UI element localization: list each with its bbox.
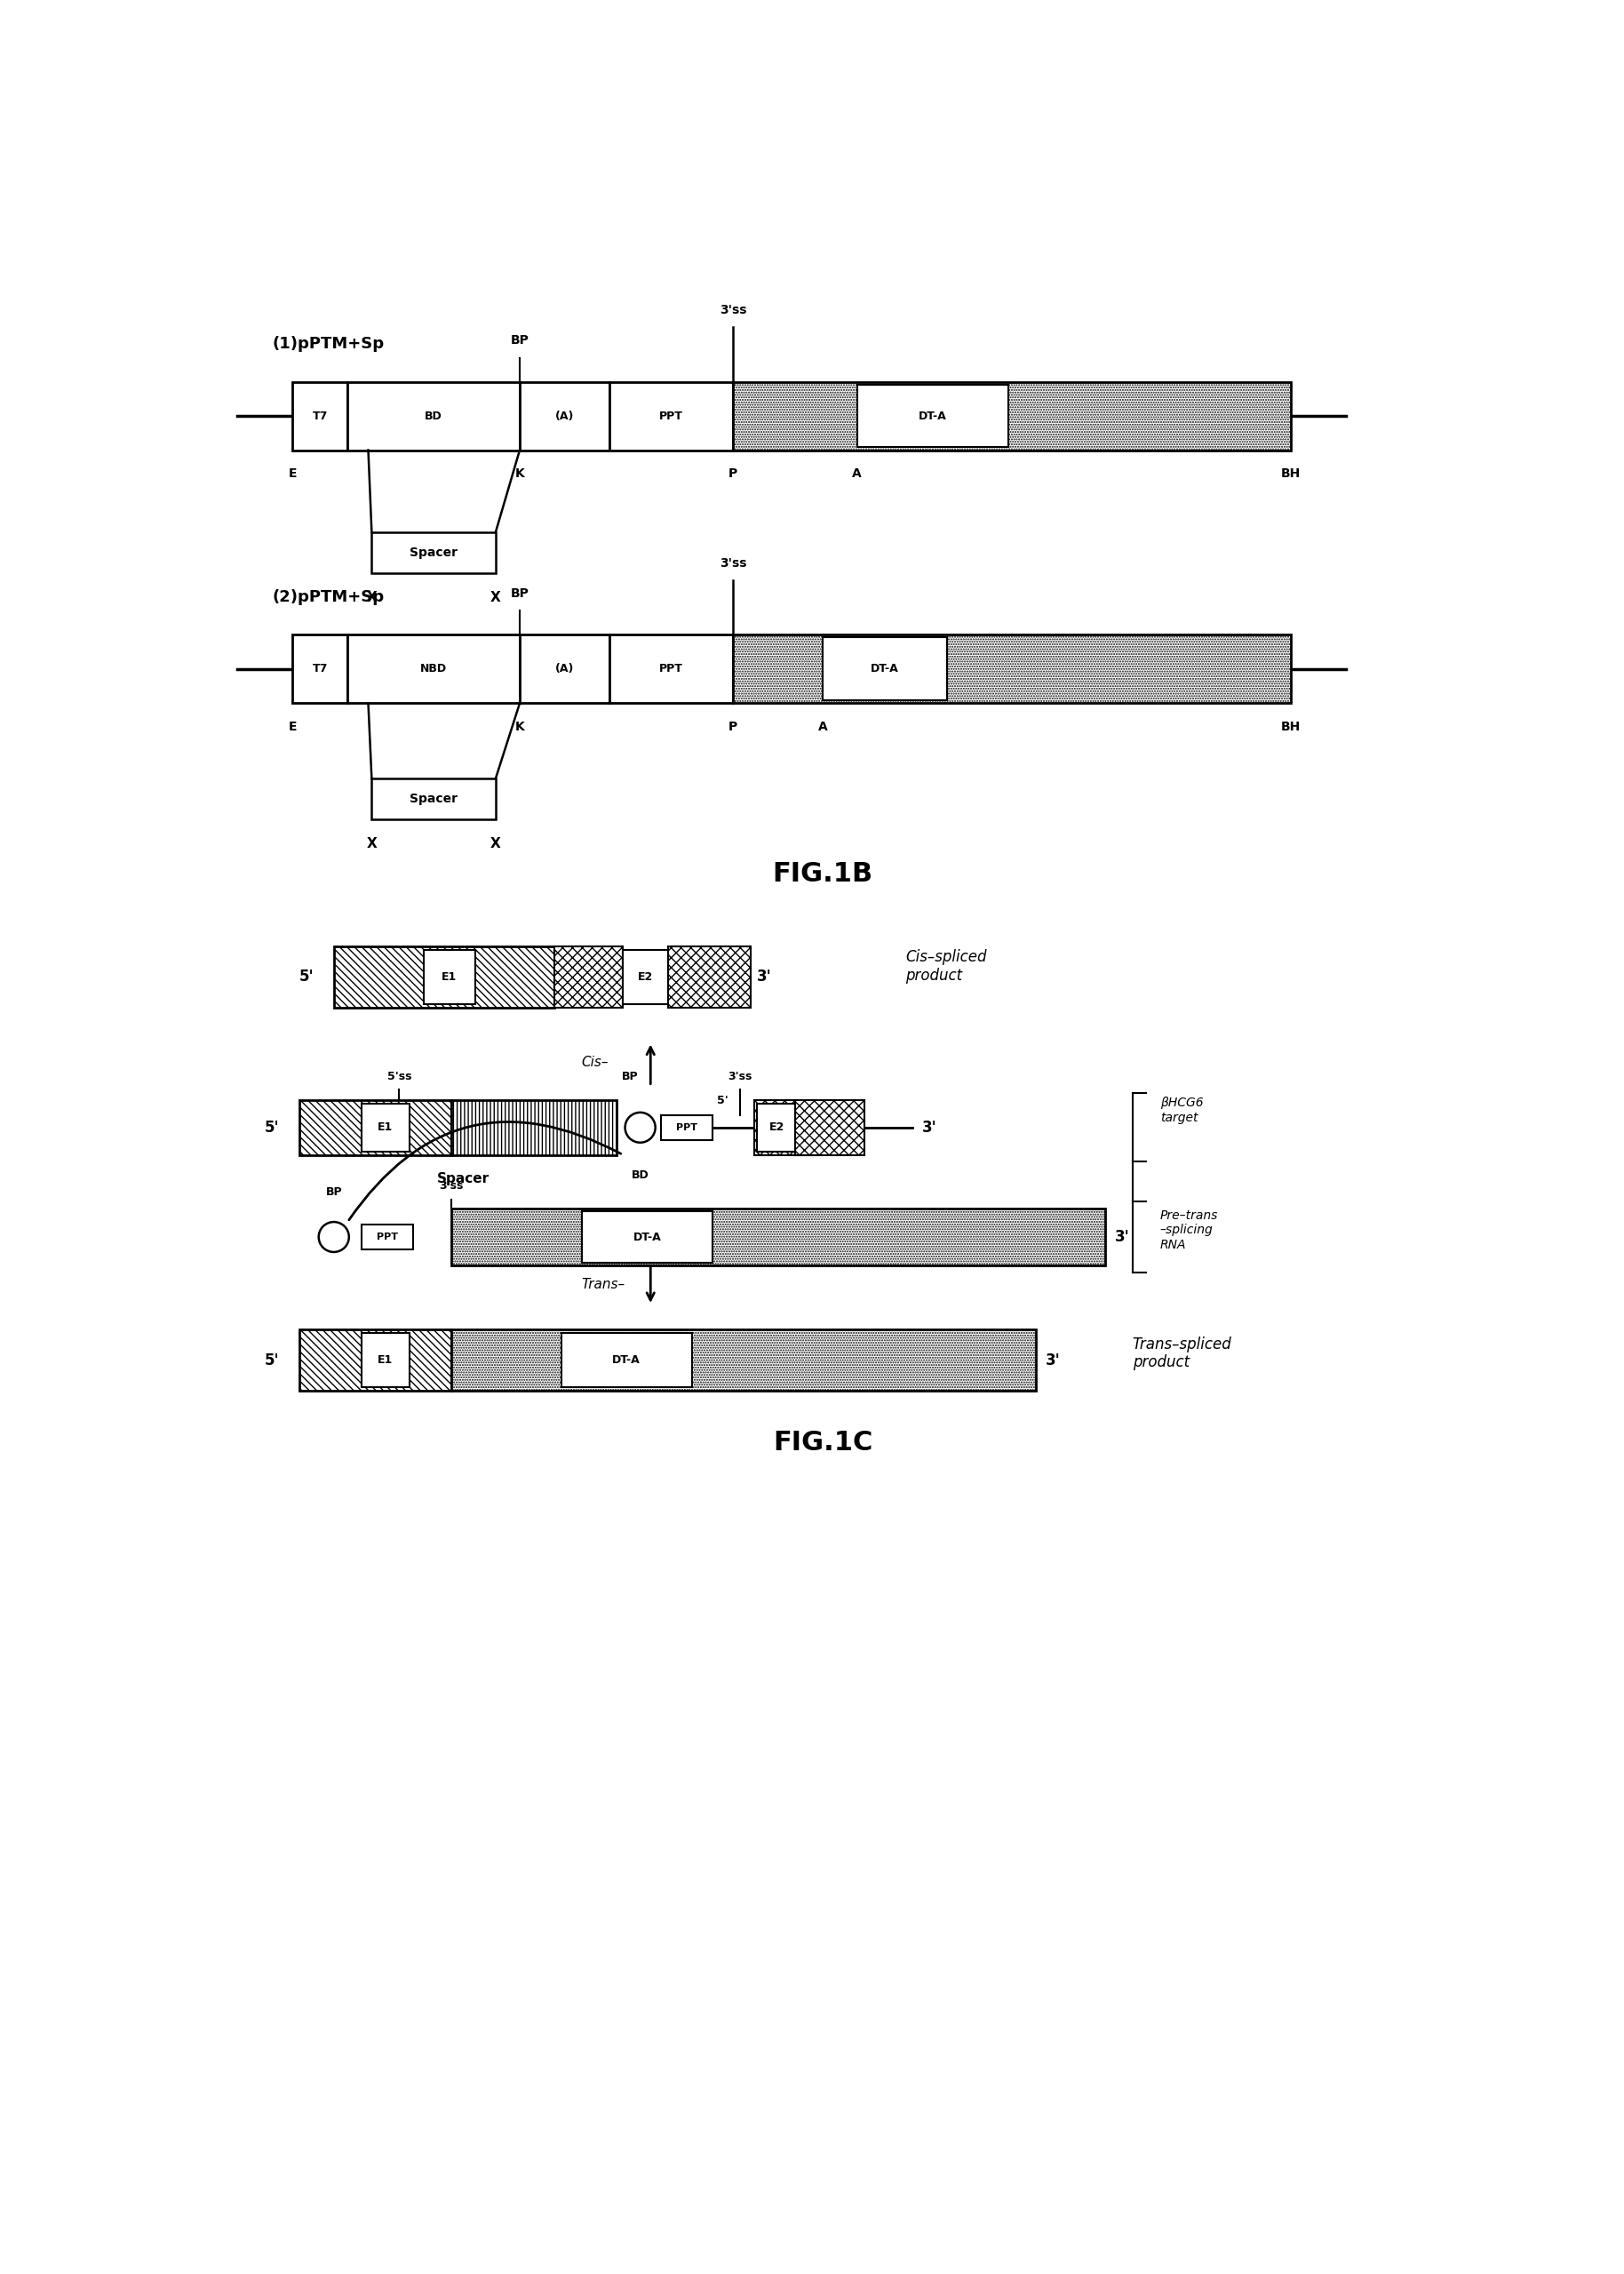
Bar (554, 946, 624, 1007)
Text: E: E (289, 721, 297, 735)
Text: T7: T7 (312, 409, 328, 421)
Text: X: X (367, 837, 377, 850)
Text: BP: BP (510, 334, 529, 348)
Text: Spacer: Spacer (409, 546, 458, 559)
Text: 3': 3' (757, 969, 771, 985)
Bar (451, 1207, 1104, 1267)
Text: DT-A: DT-A (633, 1230, 661, 1244)
Text: Spacer: Spacer (409, 794, 458, 805)
Text: BP: BP (325, 1187, 343, 1198)
Text: DT-A: DT-A (612, 1355, 640, 1367)
Bar (451, 1330, 1036, 1392)
Text: BD: BD (632, 1169, 650, 1180)
Bar (372, 532, 495, 573)
Bar (362, 1103, 409, 1151)
Bar (732, 634, 1291, 703)
Text: 3': 3' (922, 1119, 937, 1135)
Text: FIG.1B: FIG.1B (773, 862, 874, 887)
Text: BP: BP (622, 1071, 638, 1082)
Text: 3'ss: 3'ss (719, 305, 747, 316)
Text: 5': 5' (265, 1119, 279, 1135)
Text: Trans–: Trans– (581, 1278, 625, 1292)
Bar (796, 1101, 864, 1155)
Bar (362, 1333, 409, 1387)
Text: 5': 5' (718, 1094, 729, 1105)
Text: DT-A: DT-A (870, 664, 898, 675)
Bar (581, 1212, 713, 1262)
Bar (299, 1330, 451, 1392)
FancyArrowPatch shape (349, 1121, 620, 1219)
Text: E1: E1 (378, 1355, 393, 1367)
Text: A: A (818, 721, 828, 735)
Bar (520, 382, 609, 450)
Text: P: P (729, 468, 737, 480)
Bar (451, 1101, 615, 1155)
Text: Spacer: Spacer (437, 1171, 489, 1185)
Text: P: P (729, 721, 737, 735)
Bar (292, 634, 348, 703)
Text: Trans–spliced
product: Trans–spliced product (1132, 1337, 1231, 1371)
Text: E1: E1 (378, 1121, 393, 1132)
Text: PPT: PPT (377, 1233, 398, 1242)
Bar (335, 946, 554, 1007)
Text: Cis–spliced
product: Cis–spliced product (905, 951, 986, 985)
Text: BH: BH (1281, 721, 1301, 735)
Text: PPT: PPT (659, 409, 684, 421)
Bar (560, 1333, 692, 1387)
Bar (292, 382, 348, 450)
Bar (754, 1101, 815, 1155)
Text: (A): (A) (555, 409, 573, 421)
Text: βHCG6
target: βHCG6 target (1160, 1096, 1203, 1123)
Text: T7: T7 (312, 664, 328, 675)
Text: E2: E2 (638, 971, 653, 982)
Text: E2: E2 (768, 1121, 784, 1132)
Text: 3': 3' (1046, 1353, 1060, 1369)
Text: X: X (490, 837, 500, 850)
Text: 3'ss: 3'ss (719, 557, 747, 568)
Text: K: K (515, 721, 525, 735)
Text: BP: BP (510, 587, 529, 600)
Text: FIG.1C: FIG.1C (773, 1430, 872, 1455)
Bar (609, 382, 732, 450)
Bar (348, 382, 520, 450)
Text: (A): (A) (555, 664, 573, 675)
Text: E1: E1 (442, 971, 456, 982)
Text: 3'ss: 3'ss (438, 1180, 463, 1192)
Text: X: X (367, 591, 377, 605)
Text: 5'ss: 5'ss (387, 1071, 411, 1082)
Text: X: X (490, 591, 500, 605)
Bar (424, 951, 474, 1005)
Text: NBD: NBD (421, 664, 447, 675)
Text: 3': 3' (1114, 1228, 1130, 1244)
Text: PPT: PPT (659, 664, 684, 675)
Bar (520, 634, 609, 703)
Bar (372, 778, 495, 819)
Bar (757, 1103, 796, 1151)
Text: 3'ss: 3'ss (728, 1071, 752, 1082)
Bar (667, 946, 750, 1007)
Bar (299, 1101, 451, 1155)
Text: Pre–trans
–splicing
RNA: Pre–trans –splicing RNA (1160, 1210, 1218, 1251)
Bar (823, 637, 947, 700)
Bar (348, 634, 520, 703)
Text: BD: BD (425, 409, 442, 421)
Bar (661, 1114, 713, 1139)
Text: BH: BH (1281, 468, 1301, 480)
Text: 5': 5' (299, 969, 313, 985)
Text: (2)pPTM+Sp: (2)pPTM+Sp (271, 589, 383, 605)
Text: E: E (289, 468, 297, 480)
Text: A: A (853, 468, 862, 480)
Text: DT-A: DT-A (919, 409, 947, 421)
Bar (624, 951, 667, 1005)
Text: PPT: PPT (676, 1123, 698, 1132)
Text: Cis–: Cis– (581, 1055, 609, 1069)
Text: K: K (515, 468, 525, 480)
Bar (609, 634, 732, 703)
Bar (857, 384, 1009, 448)
Bar (732, 382, 1291, 450)
Bar (362, 1226, 412, 1248)
Text: (1)pPTM+Sp: (1)pPTM+Sp (271, 337, 383, 352)
Text: 5': 5' (265, 1353, 279, 1369)
